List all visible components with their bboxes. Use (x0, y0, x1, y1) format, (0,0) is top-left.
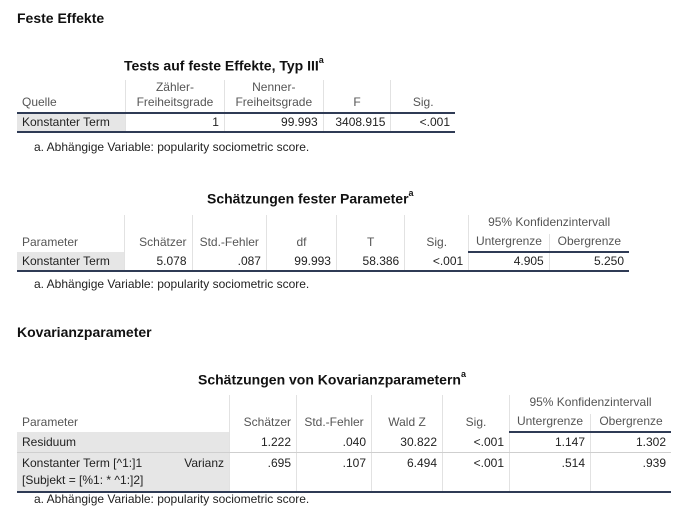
cell-nenner: 99.993 (223, 113, 324, 133)
cell-df: 99.993 (265, 252, 337, 272)
header-schaetzer: Schätzer (229, 395, 297, 432)
footnote-marker: a (408, 188, 414, 198)
section-title-fixed-effects: Feste Effekte (17, 10, 105, 26)
cell-upper: .939 (590, 452, 671, 493)
table-row: Residuum 1.222 .040 30.822 <.001 1.147 1… (17, 432, 671, 453)
cell-stdfehler: .087 (191, 252, 267, 272)
header-quelle: Quelle (17, 80, 126, 114)
header-ci: 95% Konfidenzintervall (468, 215, 629, 234)
footnote-table2: a. Abhängige Variable: popularity sociom… (34, 277, 310, 291)
cell-waldz: 30.822 (371, 432, 443, 453)
header-ci: 95% Konfidenzintervall (509, 395, 671, 414)
section-title-covariance: Kovarianzparameter (17, 324, 152, 340)
table-row: Konstanter Term 1 99.993 3408.915 <.001 (17, 113, 455, 133)
row-label: Konstanter Term [^1:]1 [Subjekt = [%1: * … (17, 452, 171, 493)
row-label: Konstanter Term (17, 113, 126, 133)
cell-sig: <.001 (442, 452, 510, 493)
row-label-line1: Konstanter Term [^1:]1 (22, 456, 143, 470)
footnote-marker: a (318, 55, 324, 65)
header-upper: Obergrenze (590, 414, 671, 433)
cell-f: 3408.915 (322, 113, 391, 133)
header-parameter: Parameter (22, 235, 79, 249)
table-title-text: Tests auf feste Effekte, Typ III (124, 57, 319, 74)
footnote-table3: a. Abhängige Variable: popularity sociom… (34, 492, 310, 506)
header-t: T (335, 215, 405, 252)
header-nenner-line1: Nenner- (252, 80, 296, 94)
covariance-params-table: Parameter Schätzer Std.-Fehler Wald Z Si… (17, 395, 671, 493)
header-zaehler-line2: Freiheitsgrade (136, 95, 214, 109)
table-title-fixed-params: Schätzungen fester Parametera (207, 188, 414, 207)
header-zaehler: Zähler- Freiheitsgrade (125, 80, 225, 114)
table-title-type3-tests: Tests auf feste Effekte, Typ IIIa (124, 55, 324, 74)
cell-sig: <.001 (390, 113, 455, 133)
table-row: Konstanter Term 5.078 .087 99.993 58.386… (17, 252, 629, 272)
row-label: Konstanter Term (17, 252, 125, 272)
row-label-line2: [Subjekt = [%1: * ^1:]2] (22, 473, 144, 487)
cell-stdfehler: .107 (296, 452, 372, 493)
type3-tests-table: Quelle Zähler- Freiheitsgrade Nenner- Frei… (17, 80, 455, 133)
header-f: F (322, 80, 391, 114)
cell-stdfehler: .040 (296, 432, 372, 453)
footnote-marker: a (460, 369, 466, 379)
cell-upper: 5.250 (548, 252, 629, 272)
footnote-table1: a. Abhängige Variable: popularity sociom… (34, 140, 310, 154)
header-sig: Sig. (404, 215, 469, 252)
cell-schaetzer: .695 (229, 452, 297, 493)
cell-zaehler: 1 (125, 113, 225, 133)
header-stdfehler: Std.-Fehler (191, 215, 267, 252)
header-schaetzer: Schätzer (123, 215, 193, 252)
header-sig: Sig. (442, 395, 510, 432)
header-upper: Obergrenze (548, 234, 629, 253)
header-lower: Untergrenze (468, 234, 550, 253)
header-zaehler-line1: Zähler- (155, 80, 194, 94)
header-waldz: Wald Z (371, 395, 443, 432)
header-parameter: Parameter (22, 415, 79, 429)
cell-lower: .514 (509, 452, 591, 493)
cell-sig: <.001 (404, 252, 469, 272)
header-lower: Untergrenze (509, 414, 591, 433)
cell-schaetzer: 1.222 (229, 432, 297, 453)
table-row: Konstanter Term [^1:]1 [Subjekt = [%1: * … (17, 452, 671, 493)
cell-sig: <.001 (442, 432, 510, 453)
table-title-text: Schätzungen fester Parameter (207, 190, 409, 207)
fixed-params-table: Parameter Schätzer Std.-Fehler df T Sig.… (17, 215, 629, 272)
cell-upper: 1.302 (590, 432, 671, 453)
header-sig: Sig. (390, 80, 455, 114)
cell-t: 58.386 (335, 252, 405, 272)
cell-waldz: 6.494 (371, 452, 443, 493)
row-label: Residuum (17, 432, 230, 453)
header-stdfehler: Std.-Fehler (296, 395, 372, 432)
row-sublabel: Varianz (170, 452, 230, 493)
table-title-covariance-params: Schätzungen von Kovarianzparameterna (198, 369, 466, 388)
header-df: df (265, 215, 337, 252)
header-nenner: Nenner- Freiheitsgrade (223, 80, 324, 114)
cell-schaetzer: 5.078 (123, 252, 193, 272)
cell-lower: 4.905 (468, 252, 550, 272)
header-nenner-line2: Freiheitsgrade (235, 95, 313, 109)
cell-lower: 1.147 (509, 432, 591, 453)
table-title-text: Schätzungen von Kovarianzparametern (198, 371, 461, 388)
